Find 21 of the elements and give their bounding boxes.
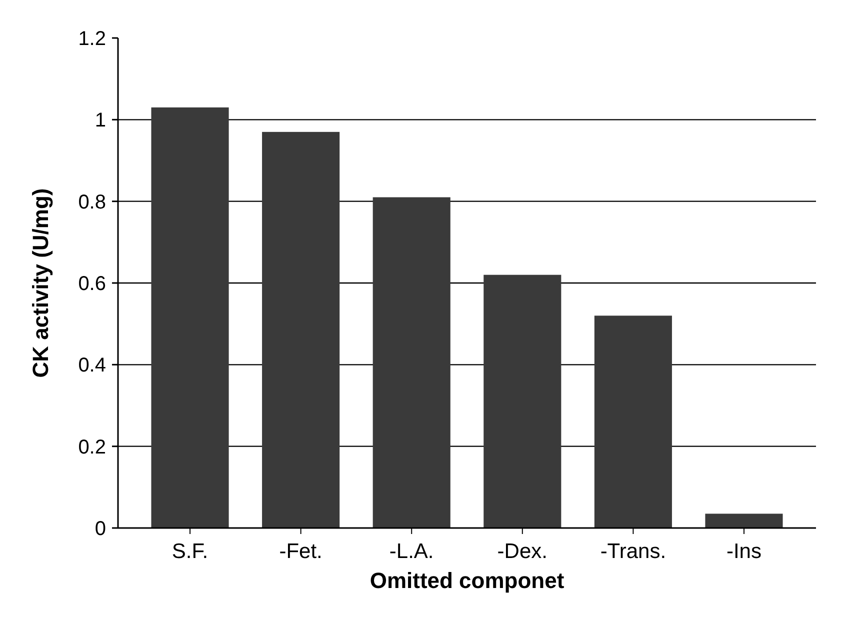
y-tick-label: 0.2	[78, 436, 106, 458]
bar	[372, 197, 450, 528]
x-tick-label: -Dex.	[497, 540, 548, 563]
x-tick-label: -Fet.	[279, 540, 322, 563]
bar	[705, 514, 783, 528]
bar	[151, 107, 229, 528]
y-tick-label: 1.2	[78, 28, 106, 50]
x-tick-label: -L.A.	[389, 540, 434, 563]
bar	[262, 132, 340, 528]
x-tick-label: -Ins	[726, 540, 762, 563]
y-tick-label: 0.8	[78, 191, 106, 214]
x-tick-label: S.F.	[172, 540, 208, 563]
bar	[594, 316, 672, 528]
y-axis-title: CK activity (U/mg)	[28, 188, 53, 378]
y-tick-label: 0.4	[78, 354, 106, 377]
x-tick-label: -Trans.	[600, 540, 666, 563]
y-tick-label: 1	[94, 110, 106, 132]
x-axis-title: Omitted componet	[370, 568, 565, 593]
bar	[484, 274, 562, 528]
y-tick-label: 0.6	[78, 273, 106, 295]
y-tick-label: 0	[94, 518, 106, 540]
